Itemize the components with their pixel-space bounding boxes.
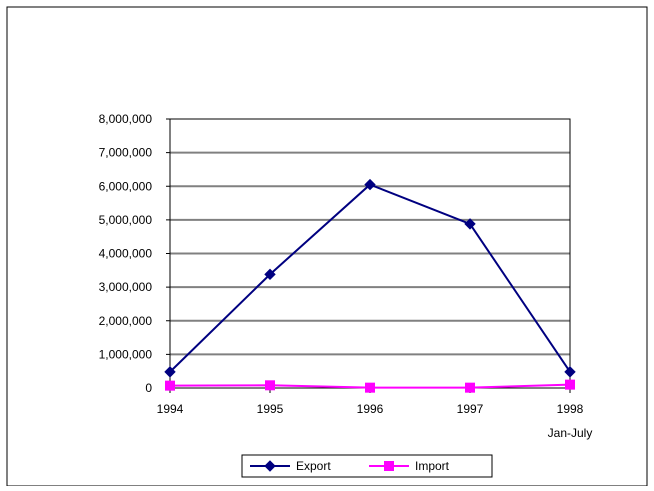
- import-point: [465, 382, 475, 393]
- export-point: [364, 178, 376, 191]
- legend-export-marker: [264, 460, 276, 472]
- y-tick-label: 8,000,000: [99, 112, 153, 126]
- import-point: [165, 380, 175, 391]
- legend-import-label: Import: [415, 459, 450, 473]
- y-tick-label: 7,000,000: [99, 146, 153, 160]
- series-group: [164, 178, 576, 393]
- x-tick-sublabel: Jan-July: [548, 426, 593, 440]
- y-tick-label: 2,000,000: [99, 314, 153, 328]
- chart-area-border: [6, 6, 648, 487]
- x-tick-label: 1998: [557, 402, 584, 416]
- y-tick-label: 5,000,000: [99, 213, 153, 227]
- export-point: [564, 366, 576, 378]
- y-tick-label: 0: [145, 381, 152, 395]
- import-point: [265, 380, 275, 391]
- legend-import-marker: [384, 461, 394, 471]
- x-tick-label: 1995: [257, 402, 284, 416]
- legend: Export Import: [241, 454, 493, 478]
- export-point: [164, 366, 176, 378]
- import-point: [365, 382, 375, 393]
- x-tick-label: 1997: [457, 402, 484, 416]
- y-tick-label: 6,000,000: [99, 179, 153, 193]
- import-series: [165, 379, 575, 393]
- export-series: [164, 178, 576, 378]
- x-tick-label: 1994: [157, 402, 184, 416]
- y-tick-label: 1,000,000: [99, 347, 153, 361]
- y-tick-label: 4,000,000: [99, 247, 153, 261]
- y-tick-label: 3,000,000: [99, 280, 153, 294]
- axis-ticks: 0 1,000,000 2,000,000 3,000,000 4,000,000 5,0…: [99, 112, 593, 440]
- legend-export-label: Export: [296, 459, 331, 473]
- export-point: [264, 268, 276, 281]
- import-point: [565, 379, 575, 390]
- legend-box: [241, 454, 493, 478]
- x-tick-label: 1996: [357, 402, 384, 416]
- export-point: [464, 218, 476, 230]
